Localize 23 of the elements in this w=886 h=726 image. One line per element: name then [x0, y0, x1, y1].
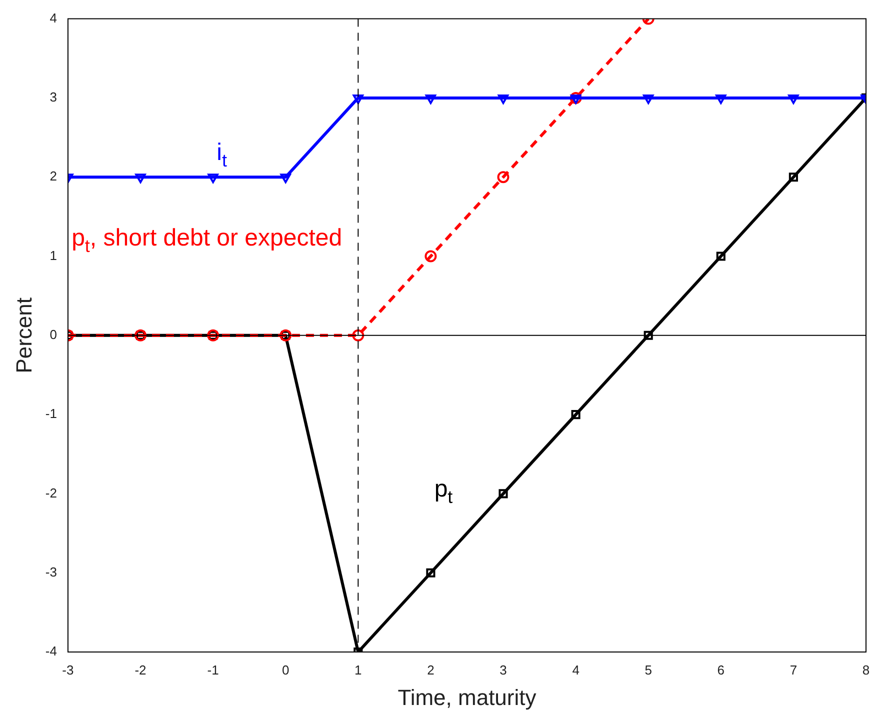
x-axis-title: Time, maturity [398, 684, 536, 710]
x-tick-label: 0 [282, 662, 290, 678]
x-tick-label: -3 [62, 662, 74, 678]
y-tick-label: 0 [50, 326, 57, 342]
x-tick-label: 5 [644, 662, 652, 678]
y-tick-label: -3 [45, 564, 57, 580]
y-tick-label: -2 [45, 485, 57, 500]
y-axis-title: Percent [11, 297, 36, 374]
x-tick-label: -1 [207, 662, 219, 678]
x-tick-label: 8 [862, 662, 870, 678]
y-tick-label: -4 [45, 644, 57, 659]
x-tick-label: -2 [134, 662, 146, 678]
x-tick-label: 2 [427, 662, 434, 678]
y-tick-label: 3 [50, 90, 57, 105]
x-tick-label: 1 [354, 662, 362, 678]
x-tick-label: 6 [717, 662, 725, 678]
x-tick-label: 7 [790, 662, 798, 678]
y-tick-label: -1 [45, 406, 57, 422]
x-tick-label: 3 [500, 662, 507, 678]
y-tick-label: 2 [50, 168, 57, 184]
y-tick-label: 4 [50, 10, 57, 26]
x-tick-label: 4 [572, 662, 580, 678]
y-tick-label: 1 [50, 248, 57, 263]
